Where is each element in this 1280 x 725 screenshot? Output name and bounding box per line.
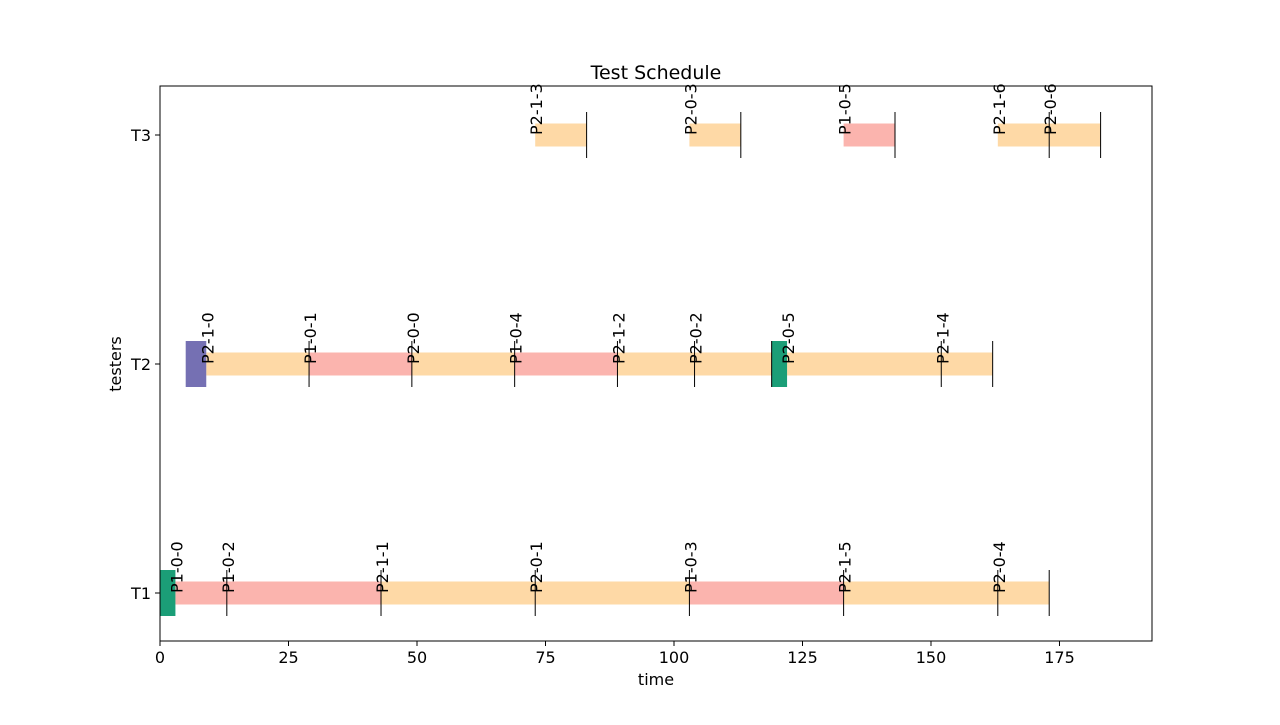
task-bar	[535, 581, 690, 605]
task-label: P1-0-5	[836, 83, 855, 135]
y-axis-ticks: T1 T2 T3	[130, 126, 160, 603]
task-label: P1-0-4	[507, 312, 526, 364]
y-tick-label: T1	[130, 584, 151, 603]
x-tick-label: 175	[1044, 648, 1075, 667]
task-bar	[226, 581, 382, 605]
task-label: P1-0-0	[167, 541, 186, 593]
y-axis-label: testers	[106, 336, 125, 391]
task-bar	[175, 581, 227, 605]
task-bar	[689, 123, 741, 147]
x-axis-label: time	[638, 670, 674, 689]
task-label: P2-1-0	[198, 312, 217, 364]
task-label: P2-0-1	[527, 541, 546, 593]
task-bar	[411, 352, 515, 376]
x-tick-label: 25	[278, 648, 298, 667]
task-label: P2-1-4	[933, 312, 952, 364]
task-label: P2-0-4	[990, 541, 1009, 593]
chart-title: Test Schedule	[590, 62, 722, 84]
task-label: P2-0-2	[687, 312, 706, 364]
setup-block	[160, 570, 176, 616]
task-label: P2-1-5	[836, 541, 855, 593]
y-tick-label: T3	[130, 126, 151, 145]
task-bar	[1049, 123, 1101, 147]
x-tick-label: 75	[535, 648, 555, 667]
task-bar	[514, 352, 618, 376]
x-axis-ticks: 0 25 50 75 100 125 150 175	[155, 641, 1075, 667]
task-bar	[941, 352, 993, 376]
task-label: P2-0-0	[404, 312, 423, 364]
y-tick-label: T2	[130, 355, 151, 374]
task-label: P1-0-3	[681, 541, 700, 593]
task-bar	[206, 352, 310, 376]
task-bar	[843, 123, 896, 147]
task-label: P1-0-2	[219, 541, 238, 593]
task-label: P2-1-1	[373, 541, 392, 593]
task-bar	[535, 123, 587, 147]
task-label: P1-0-1	[301, 312, 320, 364]
task-label: P2-0-5	[779, 312, 798, 364]
task-label: P2-1-2	[609, 312, 628, 364]
x-tick-label: 150	[916, 648, 947, 667]
x-tick-label: 125	[787, 648, 818, 667]
task-label: P2-1-6	[990, 83, 1009, 135]
task-label: P2-1-3	[527, 83, 546, 135]
x-tick-label: 50	[407, 648, 427, 667]
task-bar	[617, 352, 695, 376]
setup-block	[771, 341, 788, 387]
task-label: P2-0-3	[681, 83, 700, 135]
task-bar	[843, 581, 998, 605]
task-bar	[309, 352, 412, 376]
task-label: P2-0-6	[1041, 83, 1060, 135]
task-bar	[997, 123, 1050, 147]
task-bar	[787, 352, 942, 376]
task-bar	[381, 581, 536, 605]
chart-marks: P1-0-0 P1-0-2 P2-1-1 P2-0-1 P1-0-3 P2-1-5 P2-0…	[160, 83, 1102, 616]
task-bar	[689, 581, 844, 605]
x-tick-label: 100	[659, 648, 690, 667]
task-bar	[694, 352, 772, 376]
x-tick-label: 0	[155, 648, 165, 667]
task-bar	[997, 581, 1050, 605]
setup-block	[185, 341, 207, 387]
